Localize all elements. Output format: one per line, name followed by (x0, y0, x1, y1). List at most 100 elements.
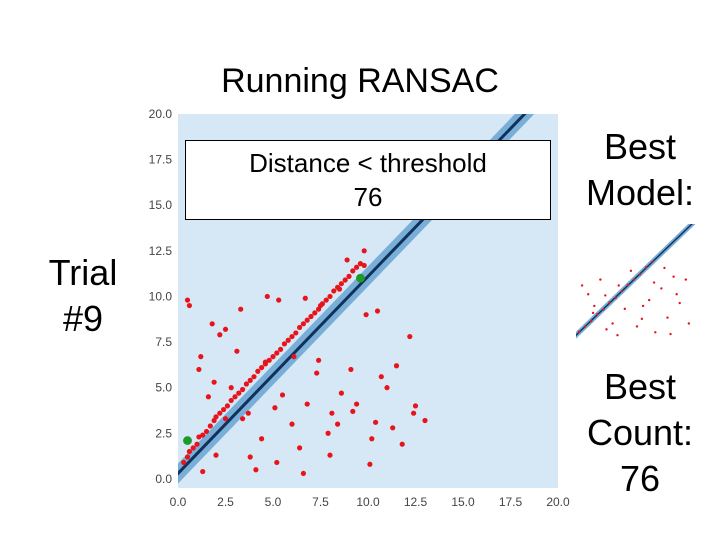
data-point (605, 328, 608, 331)
data-point (259, 436, 265, 442)
data-point (338, 281, 344, 287)
data-point (378, 374, 384, 380)
x-tick-label: 5.0 (265, 495, 282, 509)
data-point (203, 428, 210, 435)
data-point (297, 324, 303, 331)
data-point (217, 332, 223, 338)
best-model-line2: Model: (585, 172, 695, 213)
data-point (363, 312, 369, 318)
x-tick-label: 12.5 (404, 495, 428, 509)
data-point (361, 262, 367, 269)
data-point (663, 266, 666, 270)
data-point (422, 417, 428, 424)
data-point (596, 312, 599, 316)
data-point (272, 405, 278, 411)
data-point (300, 470, 306, 477)
data-point (293, 330, 299, 336)
data-point (285, 337, 291, 343)
x-tick-label: 0.0 (170, 495, 187, 509)
data-point (323, 297, 329, 303)
data-point (281, 341, 287, 347)
data-point (393, 363, 400, 369)
data-point (684, 278, 687, 281)
data-point (629, 269, 633, 273)
data-point (181, 459, 187, 466)
data-point (327, 452, 333, 458)
model-line (178, 114, 527, 476)
data-point (635, 325, 639, 328)
data-point (300, 321, 306, 327)
data-point (234, 348, 240, 354)
inlier-count-box: Distance < threshold 76 (185, 140, 551, 220)
y-tick-label: 12.5 (149, 244, 173, 258)
data-point (264, 293, 270, 300)
best-count-value: 76 (619, 458, 661, 499)
data-point (213, 414, 219, 420)
data-point (186, 448, 192, 455)
data-point (616, 334, 619, 337)
data-point (308, 313, 314, 320)
data-point (270, 354, 276, 360)
x-tick-label: 10.0 (356, 495, 380, 509)
data-point (361, 248, 367, 254)
data-point (604, 294, 607, 297)
data-point (302, 295, 308, 301)
data-point (354, 264, 360, 270)
data-point (687, 322, 691, 325)
data-point (384, 385, 390, 391)
best-count-label: Best Count: 76 (570, 364, 710, 502)
x-tick-label: 20.0 (546, 495, 570, 509)
data-point (276, 297, 282, 303)
y-tick-label: 10.0 (149, 289, 173, 303)
data-point (590, 319, 593, 323)
data-point (369, 436, 375, 442)
data-point (640, 317, 644, 321)
y-tick-label: 7.5 (155, 335, 172, 349)
data-point (200, 468, 206, 475)
data-point (666, 316, 669, 319)
data-point (289, 333, 295, 340)
data-point (599, 278, 602, 281)
sample-point (183, 436, 192, 445)
best-count-line1: Best (603, 366, 677, 407)
data-point (200, 432, 206, 438)
data-point (367, 461, 373, 467)
data-point (291, 354, 297, 360)
data-point (374, 308, 381, 314)
data-point (262, 359, 268, 365)
data-point (338, 390, 344, 396)
threshold-band (576, 224, 696, 339)
y-tick-label: 2.5 (155, 426, 172, 440)
data-point (652, 281, 656, 284)
data-point (317, 302, 324, 309)
data-point (228, 397, 234, 404)
box-label: Distance < threshold (249, 148, 487, 178)
data-point (205, 394, 211, 400)
data-point (373, 419, 379, 425)
data-point (243, 381, 249, 387)
data-point (336, 286, 343, 292)
model-line (576, 224, 693, 337)
data-point (407, 333, 413, 340)
data-point (672, 275, 675, 278)
data-point (245, 410, 251, 416)
data-point (638, 273, 642, 276)
data-point (253, 467, 259, 473)
data-point (184, 454, 191, 460)
y-tick-label: 15.0 (149, 198, 173, 212)
data-point (617, 284, 620, 287)
box-value: 76 (353, 182, 383, 212)
data-point (247, 377, 253, 383)
data-point (259, 364, 265, 371)
data-point (190, 445, 196, 451)
data-point (593, 304, 596, 308)
data-point (626, 283, 630, 287)
data-point (335, 421, 341, 427)
x-tick-label: 17.5 (499, 495, 523, 509)
x-tick-label: 15.0 (451, 495, 475, 509)
data-point (354, 401, 360, 407)
y-tick-label: 0.0 (155, 472, 172, 486)
data-point (236, 390, 242, 396)
data-point (278, 346, 284, 352)
data-point (316, 357, 322, 363)
